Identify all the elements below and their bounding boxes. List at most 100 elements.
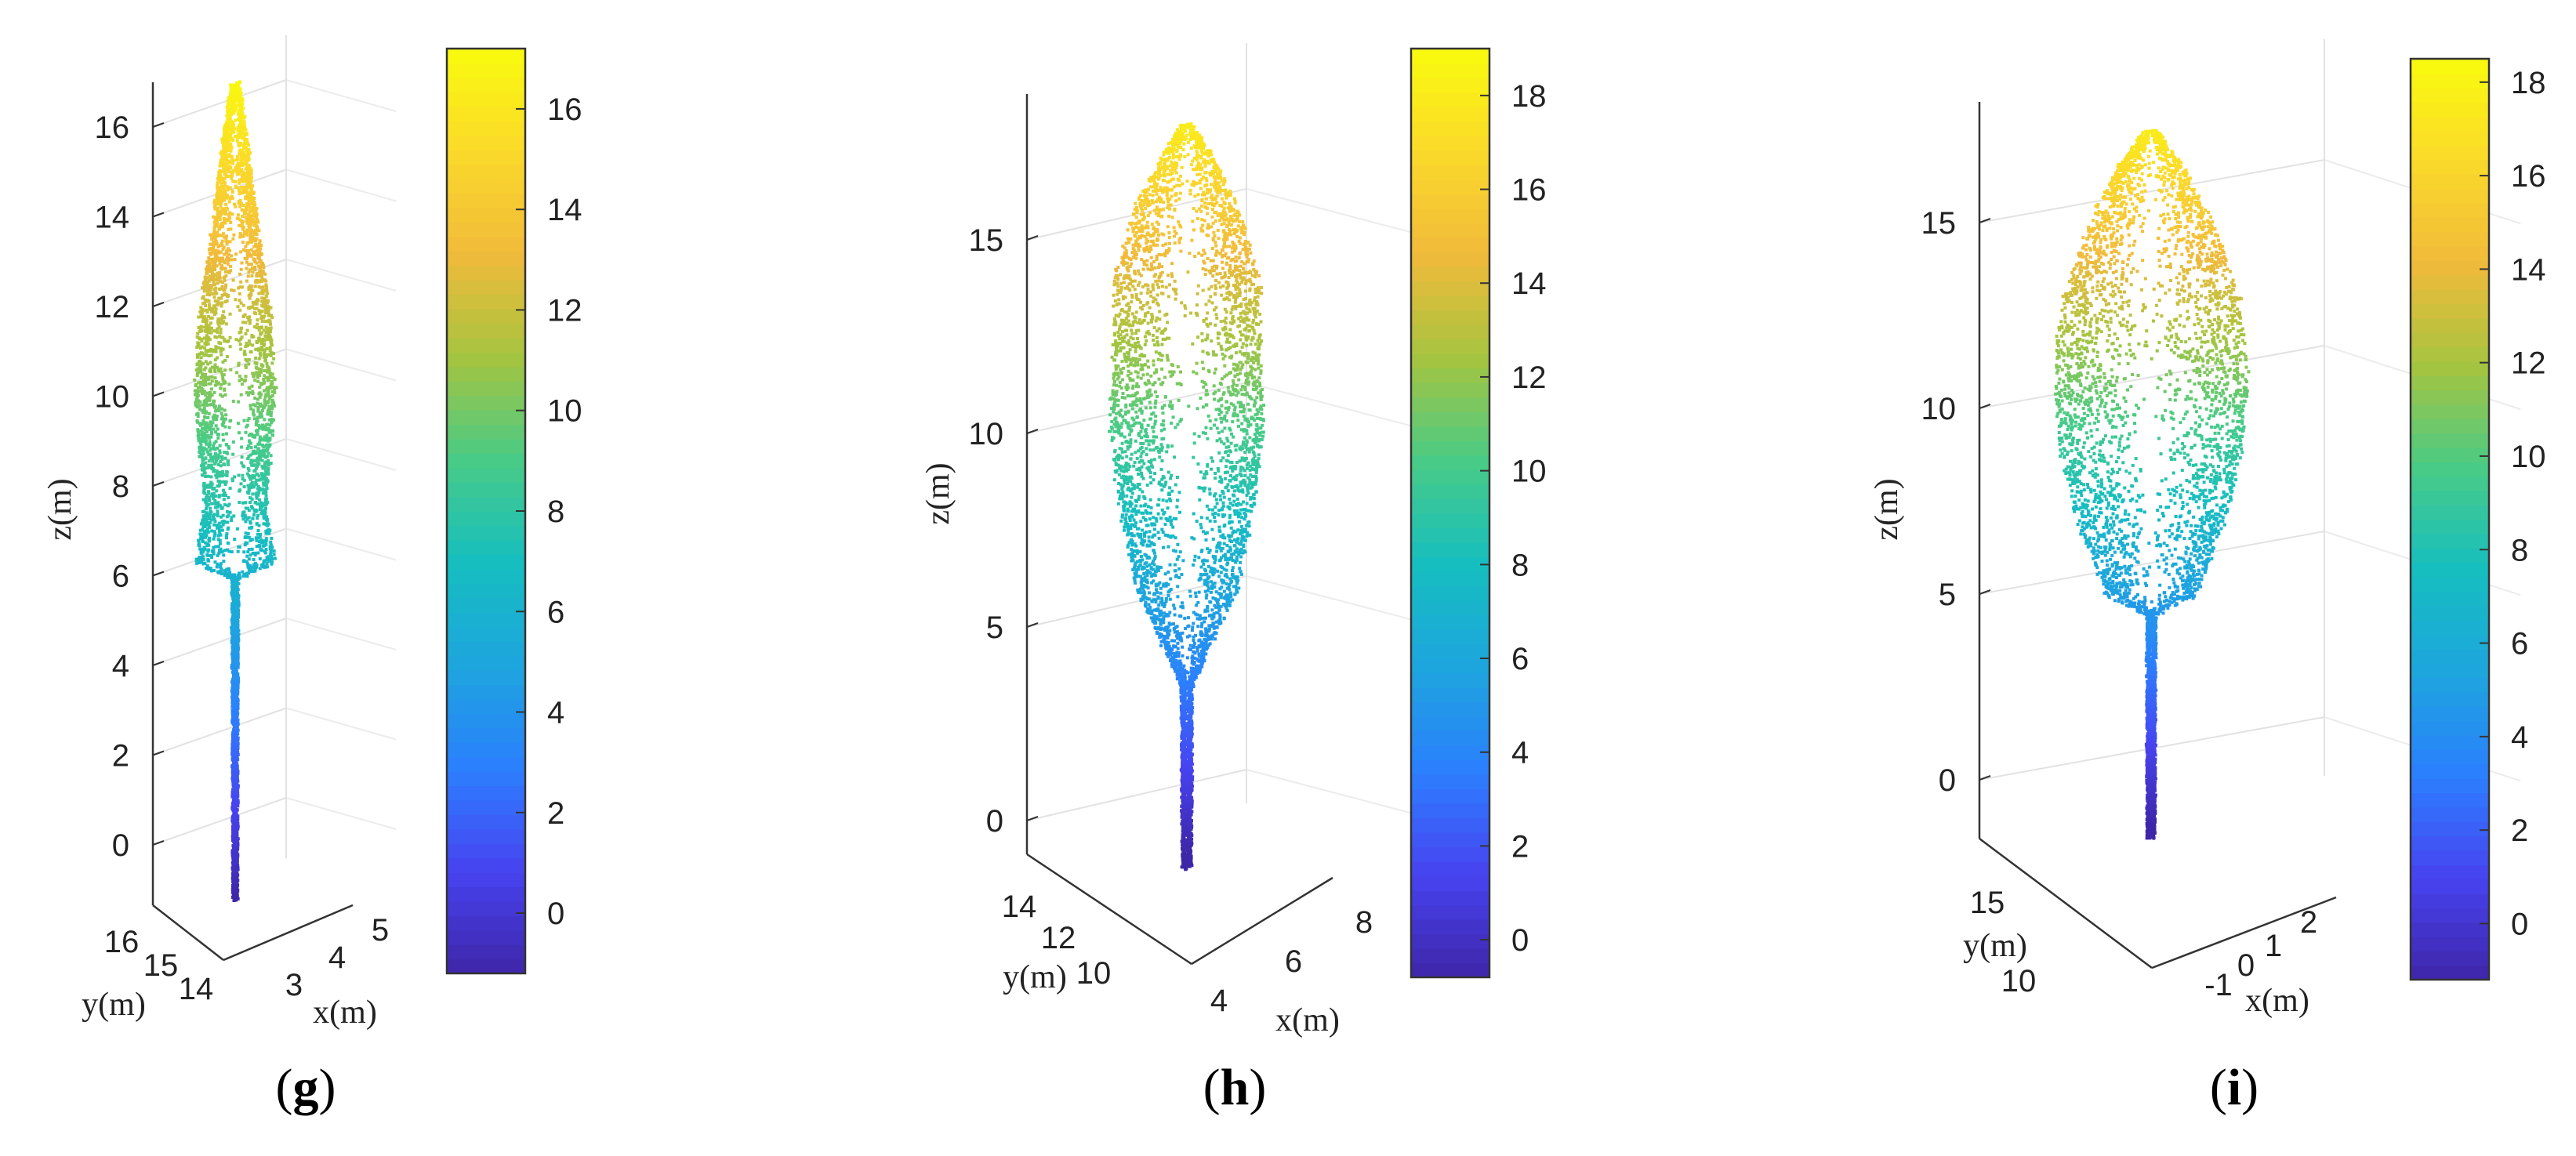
colorbar-frame: [2409, 57, 2491, 981]
colorbar-tick-label: 18: [2511, 66, 2546, 100]
grid-line: [152, 707, 287, 756]
colorbar-band: [1411, 614, 1489, 630]
grid-line: [285, 797, 397, 830]
panel-h-point-cloud: [1108, 122, 1266, 872]
colorbar-band: [1411, 353, 1489, 369]
colorbar-tick-label: 2: [2511, 814, 2528, 848]
colorbar-band: [2411, 346, 2489, 362]
y-axis-label: y(m): [82, 987, 146, 1023]
colorbar-band: [2411, 605, 2489, 621]
colorbar-band: [2411, 908, 2489, 923]
z-tick-label: 10: [95, 380, 130, 415]
colorbar-band: [447, 583, 525, 599]
colorbar-band: [2411, 591, 2489, 607]
colorbar-band: [2411, 879, 2489, 894]
colorbar-band: [1411, 962, 1489, 978]
colorbar-tick-label: 18: [1511, 79, 1547, 114]
colorbar-band: [2411, 936, 2489, 952]
colorbar-band: [447, 482, 525, 498]
z-axis-label: z(m): [920, 462, 956, 524]
colorbar-band: [2411, 490, 2489, 506]
colorbar-tick-label: 0: [1511, 923, 1529, 958]
panel-h-colorbar: 0 2 4 6 8 10 12 14 16 18: [1410, 47, 1547, 979]
colorbar-band: [1411, 49, 1489, 64]
z-tick-mark: [152, 750, 165, 756]
colorbar-band: [447, 944, 525, 960]
y-tick-label: 15: [143, 948, 179, 983]
colorbar-band: [447, 438, 525, 455]
panel-h-grid: [1026, 43, 1415, 821]
colorbar-band: [2411, 173, 2489, 190]
colorbar-band: [447, 453, 525, 469]
colorbar-band: [1411, 948, 1489, 964]
colorbar-band: [1411, 745, 1489, 761]
colorbar-band: [1411, 295, 1489, 311]
colorbar-tick-label: 12: [547, 293, 582, 328]
colorbar-band: [2411, 922, 2489, 937]
colorbar-band: [2411, 835, 2489, 851]
z-tick-mark: [1979, 218, 1991, 223]
colorbar-band: [447, 424, 525, 440]
colorbar-band: [447, 121, 525, 136]
panel-g-point-cloud: [193, 80, 278, 902]
z-tick-label: 0: [112, 828, 129, 863]
z-tick-mark: [152, 661, 165, 666]
colorbar-band: [447, 886, 525, 902]
colorbar-band: [1411, 92, 1489, 107]
colorbar-band: [447, 280, 525, 295]
colorbar-band: [1411, 716, 1489, 732]
colorbar-band: [2411, 720, 2489, 736]
colorbar-band: [447, 727, 525, 743]
colorbar-band: [447, 640, 525, 657]
y-axis-line: [152, 904, 224, 961]
colorbar-band: [447, 568, 525, 584]
colorbar-band: [2411, 274, 2489, 290]
y-tick-label: 10: [2001, 964, 2037, 998]
colorbar-tick-label: 16: [1511, 173, 1547, 208]
colorbar-band: [2411, 864, 2489, 880]
colorbar-band: [2411, 648, 2489, 664]
y-axis-line: [1979, 838, 2153, 969]
z-tick-mark: [1026, 235, 1039, 241]
colorbar-band: [2411, 145, 2489, 161]
colorbar-band: [2411, 130, 2489, 146]
colorbar-tick-label: 6: [1511, 642, 1529, 676]
z-tick-label: 16: [95, 111, 130, 145]
colorbar-band: [1411, 672, 1489, 688]
colorbar-band: [1411, 629, 1489, 644]
colorbar-band: [447, 236, 525, 252]
colorbar-tick-label: 10: [547, 394, 582, 429]
colorbar-band: [1411, 252, 1489, 267]
y-tick-label: 14: [179, 972, 214, 1006]
x-tick-label: 6: [1285, 944, 1302, 979]
colorbar-tick-label: 2: [547, 796, 564, 831]
colorbar-band: [447, 785, 525, 801]
colorbar-band: [2411, 216, 2489, 233]
colorbar-band: [1411, 440, 1489, 456]
colorbar-tick-label: 12: [2511, 346, 2546, 381]
colorbar-band: [2411, 620, 2489, 636]
colorbar-band: [447, 872, 525, 888]
colorbar-band: [1411, 368, 1489, 383]
z-tick-label: 2: [112, 739, 129, 774]
colorbar-band: [447, 901, 525, 917]
colorbar-band: [1411, 411, 1489, 427]
panel-i-chart: 051015-10121510x(m)y(m)z(m)0246810121416…: [1869, 39, 2546, 1019]
colorbar-band: [2411, 850, 2489, 865]
colorbar-band: [447, 626, 525, 642]
x-tick-label: 1: [2265, 929, 2282, 963]
panel-i-colorbar: 0 2 4 6 8 10 12 14 16 18: [2409, 57, 2546, 981]
colorbar-band: [447, 395, 525, 411]
colorbar-band: [2411, 433, 2489, 448]
x-tick-label: 0: [2237, 948, 2255, 983]
colorbar-band: [1411, 266, 1489, 282]
colorbar-band: [1411, 817, 1489, 833]
colorbar-band: [447, 770, 525, 787]
colorbar-band: [447, 92, 525, 107]
colorbar-band: [447, 915, 525, 931]
colorbar-band: [1411, 861, 1489, 877]
colorbar-band: [1411, 832, 1489, 848]
colorbar-band: [1411, 875, 1489, 891]
z-tick-label: 15: [969, 223, 1004, 258]
